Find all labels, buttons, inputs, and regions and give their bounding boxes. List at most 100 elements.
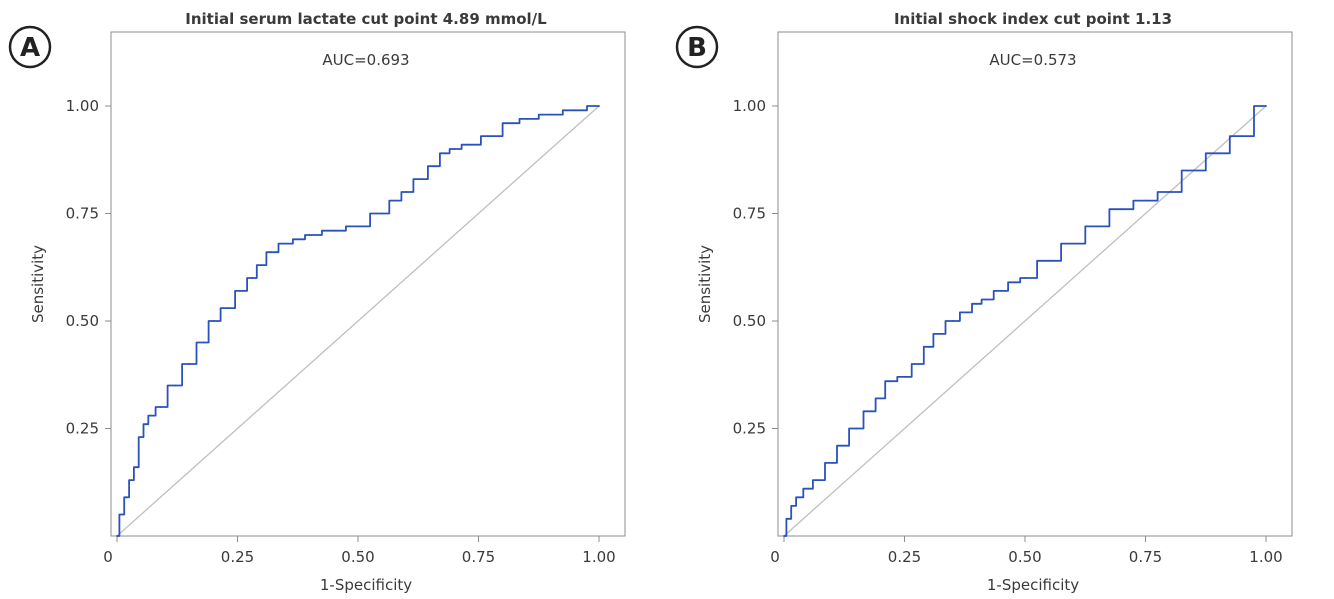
roc-point: [1144, 199, 1147, 202]
y-tick-label: 1.00: [66, 97, 99, 115]
y-tick-label: 1.00: [733, 97, 766, 115]
roc-point: [173, 384, 176, 387]
y-tick-label: 0.25: [66, 420, 99, 438]
roc-point: [492, 135, 494, 138]
roc-point: [140, 436, 143, 438]
x-tick-label: 1.00: [582, 548, 615, 566]
roc-point: [1216, 152, 1219, 155]
roc-point: [1072, 242, 1075, 245]
roc-point: [807, 487, 809, 490]
roc-panel-a: A Initial serum lactate cut point 4.89 mm…: [8, 10, 626, 594]
roc-point: [1014, 281, 1017, 284]
roc-point: [797, 496, 800, 499]
roc-point: [1096, 225, 1099, 228]
chart-subtitle: AUC=0.573: [989, 51, 1076, 69]
roc-point: [467, 143, 470, 146]
roc-point: [816, 479, 819, 481]
x-tick-label: 0.50: [1008, 548, 1041, 566]
roc-point: [966, 311, 969, 314]
roc-point: [525, 118, 528, 120]
x-axis-label: 1-Specificity: [320, 576, 412, 594]
chart-subtitle: AUC=0.693: [322, 51, 409, 69]
roc-point: [927, 345, 930, 348]
x-tick-label: 0.75: [462, 548, 495, 566]
roc-point: [951, 320, 954, 322]
roc-point: [783, 535, 785, 537]
roc-chart-a: A Initial serum lactate cut point 4.89 mm…: [8, 10, 626, 594]
x-tick-label: 0.25: [221, 548, 254, 566]
roc-point: [903, 376, 906, 378]
panel-badge-circle: [675, 25, 719, 69]
roc-point: [937, 333, 940, 335]
x-tick-label: 1.00: [1249, 548, 1282, 566]
reference-diagonal: [783, 105, 1267, 537]
roc-chart-b: B Initial shock index cut point 1.13 AUC=0…: [675, 10, 1293, 594]
roc-point: [792, 505, 795, 507]
roc-point: [202, 341, 205, 344]
roc-point: [381, 212, 383, 215]
roc-point: [145, 423, 147, 426]
panel-badge-letter: A: [20, 33, 40, 63]
roc-point: [260, 264, 263, 266]
y-tick-label: 0.50: [66, 312, 99, 330]
roc-point: [419, 178, 422, 181]
roc-point: [889, 380, 891, 383]
y-axis-label: Sensitivity: [29, 245, 47, 323]
roc-point: [1192, 169, 1195, 172]
x-axis-label: 1-Specificity: [987, 576, 1079, 594]
y-tick-label: 0.25: [733, 420, 766, 438]
roc-point: [453, 148, 456, 150]
roc-point: [357, 225, 359, 228]
roc-point: [405, 191, 408, 193]
reference-diagonal: [116, 105, 600, 537]
panel-badge: A: [8, 25, 52, 69]
roc-point: [299, 238, 302, 241]
x-tick-label: 0.25: [888, 548, 921, 566]
roc-point: [135, 466, 138, 469]
roc-point: [241, 290, 244, 292]
roc-point: [879, 397, 882, 400]
y-tick-label: 0.75: [733, 205, 766, 223]
roc-point: [116, 535, 118, 537]
roc-point: [308, 234, 311, 236]
roc-point: [333, 229, 335, 232]
chart-title: Initial shock index cut point 1.13: [894, 10, 1172, 28]
roc-point: [855, 427, 858, 430]
roc-point: [159, 406, 162, 408]
panel-badge: B: [675, 25, 719, 69]
roc-point: [1048, 259, 1050, 262]
panel-badge-circle: [8, 25, 52, 69]
y-axis-label: Sensitivity: [696, 245, 714, 323]
roc-point: [284, 242, 287, 245]
roc-point: [598, 105, 600, 107]
x-tick-label: 0.50: [341, 548, 374, 566]
roc-point: [188, 363, 191, 365]
roc-point: [1024, 277, 1026, 279]
plot-frame: [777, 31, 1293, 537]
roc-point: [443, 152, 446, 155]
y-tick-label: 0.50: [733, 312, 766, 330]
roc-point: [120, 513, 123, 516]
roc-point: [511, 122, 514, 125]
roc-point: [1000, 290, 1002, 292]
roc-point: [840, 444, 843, 447]
roc-point: [226, 307, 229, 309]
chart-title: Initial serum lactate cut point 4.89 mmo…: [185, 10, 547, 28]
roc-point: [787, 517, 790, 520]
y-tick-label: 0.75: [66, 205, 99, 223]
roc-point: [869, 410, 872, 413]
roc-point: [1241, 135, 1243, 138]
x-tick-label: 0: [103, 548, 113, 566]
roc-point: [251, 277, 253, 279]
roc-point: [270, 251, 273, 254]
roc-point: [434, 165, 437, 168]
roc-point: [1265, 105, 1267, 107]
plot-frame: [110, 31, 626, 537]
x-tick-label: 0.75: [1129, 548, 1162, 566]
roc-panel-b: B Initial shock index cut point 1.13 AUC=0…: [667, 0, 1334, 599]
roc-point: [918, 363, 920, 365]
x-tick-label: 0: [770, 548, 780, 566]
roc-point: [1120, 208, 1123, 211]
roc-point: [1168, 191, 1171, 193]
roc-point: [985, 298, 988, 301]
